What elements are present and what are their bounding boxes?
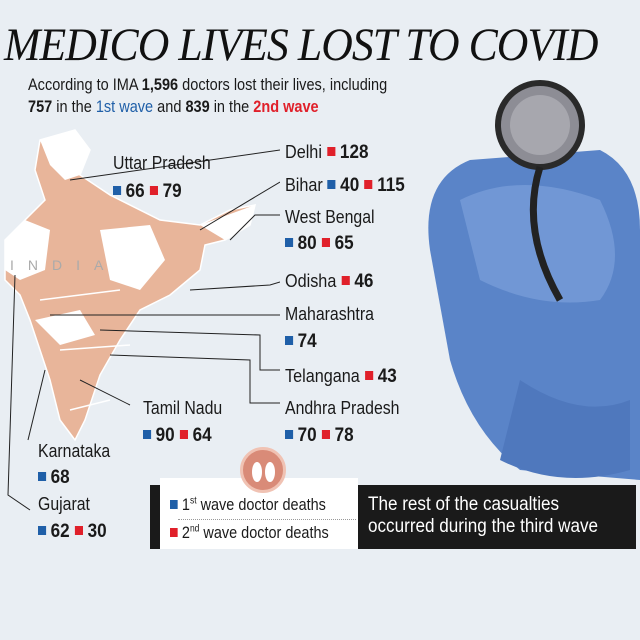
page-title: MEDICO LIVES LOST TO COVID (4, 19, 598, 71)
wave1-total: 757 (28, 98, 53, 116)
state-values-tg: Telangana 43 (285, 366, 397, 388)
state-values-odisha: Odisha 46 (285, 271, 373, 293)
footprints-icon (240, 447, 286, 493)
wave1-marker (143, 430, 152, 440)
wave2-label: 2nd wave (253, 98, 319, 116)
state-values-ka: 68 (38, 467, 70, 489)
wave1-value: 66 (125, 181, 145, 202)
wave2-marker (322, 238, 331, 248)
state-values-tn: 90 64 (143, 425, 212, 447)
legend-text: wave doctor deaths (196, 495, 326, 514)
state-values-up: 66 79 (113, 181, 182, 203)
state-name-gj: Gujarat (38, 494, 90, 514)
wave2-value: 43 (377, 366, 397, 387)
intro-text: According to IMA 1,596 doctors lost thei… (28, 74, 387, 118)
total-deaths: 1,596 (141, 76, 179, 94)
wave2-value: 46 (354, 271, 374, 292)
state-name-ap: Andhra Pradesh (285, 398, 400, 418)
wave1-value: 62 (50, 521, 70, 542)
wave2-marker (180, 430, 189, 440)
state-name-mh: Maharashtra (285, 304, 374, 324)
legend-num: 2 (181, 523, 190, 542)
legend-wave1: 1st wave doctor deaths (170, 495, 326, 515)
wave2-marker (150, 186, 159, 196)
legend-sup: nd (189, 523, 200, 535)
wave1-marker (285, 238, 294, 248)
wave2-value: 115 (377, 175, 405, 196)
wave2-marker (341, 276, 350, 286)
wave1-label: 1st wave (95, 98, 154, 116)
wave1-marker (170, 500, 178, 510)
wave2-marker (75, 526, 84, 536)
legend-wave2: 2nd wave doctor deaths (170, 523, 329, 543)
glove-stethoscope-illustration (428, 80, 640, 480)
legend-num: 1 (181, 495, 190, 514)
state-values-ap: 70 78 (285, 425, 354, 447)
wave1-marker (38, 526, 47, 536)
intro-part: in the (209, 98, 254, 116)
wave2-marker (322, 430, 331, 440)
wave2-value: 78 (334, 425, 354, 446)
india-map: INDIA (4, 129, 280, 511)
state-name-odisha: Odisha (285, 271, 337, 291)
intro-part: in the (52, 98, 96, 116)
wave1-marker (285, 336, 294, 346)
wave1-marker (113, 186, 122, 196)
state-name-ka: Karnataka (38, 441, 111, 461)
wave1-value: 90 (155, 425, 175, 446)
wave1-value: 74 (297, 331, 317, 352)
wave2-marker (364, 180, 373, 190)
state-values-mh: 74 (285, 331, 317, 353)
legend-text: wave doctor deaths (199, 523, 329, 542)
state-name-up: Uttar Pradesh (113, 153, 211, 173)
note-line: occurred during the third wave (368, 516, 599, 537)
state-name-wb: West Bengal (285, 207, 375, 227)
legend-sup: st (189, 495, 197, 507)
wave2-marker (365, 371, 374, 381)
state-name-delhi: Delhi (285, 142, 322, 162)
wave2-marker (327, 147, 336, 157)
wave1-value: 40 (340, 175, 360, 196)
state-name-bihar: Bihar (285, 175, 323, 195)
wave2-value: 65 (334, 233, 354, 254)
intro-part: doctors lost their lives, including (178, 76, 388, 94)
wave2-value: 128 (339, 142, 369, 163)
state-values-wb: 80 65 (285, 233, 354, 255)
wave2-value: 64 (192, 425, 212, 446)
wave2-value: 30 (87, 521, 107, 542)
map-country-label: INDIA (10, 257, 117, 273)
wave2-marker (170, 528, 178, 538)
wave1-value: 70 (297, 425, 317, 446)
state-name-tg: Telangana (285, 366, 360, 386)
legend-divider (178, 519, 356, 520)
wave1-marker (327, 180, 336, 190)
wave2-value: 79 (162, 181, 182, 202)
state-values-bihar: Bihar 40 115 (285, 175, 405, 197)
wave1-marker (285, 430, 294, 440)
state-values-delhi: Delhi 128 (285, 142, 368, 164)
intro-part: and (153, 98, 186, 116)
wave2-total: 839 (185, 98, 210, 116)
third-wave-note: The rest of the casualties occurred durin… (368, 494, 598, 538)
state-name-tn: Tamil Nadu (143, 398, 223, 418)
map-white-region (5, 130, 255, 345)
state-values-gj: 62 30 (38, 521, 107, 543)
note-line: The rest of the casualties (368, 494, 560, 515)
wave1-marker (38, 472, 47, 482)
wave1-value: 80 (297, 233, 317, 254)
intro-part: According to IMA (28, 76, 142, 94)
wave1-value: 68 (50, 467, 70, 488)
